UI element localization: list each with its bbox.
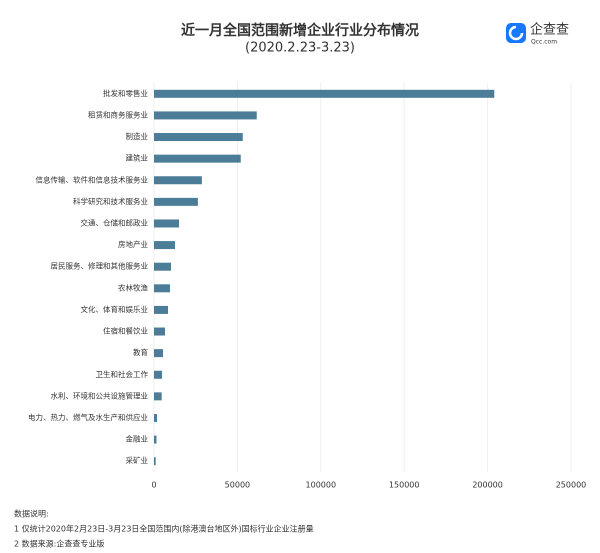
y-tick-label: 交通、仓储和邮政业	[81, 217, 149, 227]
y-tick-label: 教育	[133, 347, 148, 357]
x-tick-label: 200000	[472, 481, 503, 490]
bar	[154, 457, 156, 466]
y-tick-label: 建筑业	[126, 153, 149, 163]
y-tick-label: 房地产业	[118, 239, 148, 249]
y-tick-label: 制造业	[126, 131, 149, 141]
notes-line: 2 数据来源:企查查专业版	[14, 539, 104, 549]
y-tick-label: 农林牧渔	[118, 282, 148, 292]
y-tick-label: 文化、体育和娱乐业	[81, 304, 149, 314]
y-tick-label: 批发和零售业	[103, 88, 148, 98]
bar	[154, 413, 158, 422]
bar	[154, 262, 172, 271]
y-tick-label: 信息传输、软件和信息技术服务业	[36, 174, 149, 184]
logo-icon-ring	[508, 25, 524, 41]
bar	[154, 305, 169, 314]
bar	[154, 154, 241, 163]
bar	[154, 197, 198, 206]
brand-logo: 企查查 Qcc.com	[506, 22, 569, 46]
bar	[154, 392, 162, 401]
bar	[154, 241, 176, 250]
brand-name: 企查查	[530, 22, 569, 38]
x-tick-label: 150000	[389, 481, 420, 490]
notes-heading: 数据说明:	[14, 509, 49, 519]
chart-subtitle: (2020.2.23-3.23)	[245, 41, 355, 56]
chart-title: 近一月全国范围新增企业行业分布情况	[181, 22, 419, 39]
bar	[154, 89, 495, 98]
bar	[154, 284, 171, 293]
y-tick-label: 科学研究和技术服务业	[73, 196, 148, 206]
bar	[154, 176, 202, 185]
x-tick-label: 100000	[306, 481, 337, 490]
brand-url: Qcc.com	[531, 39, 557, 46]
y-tick-label: 水利、环境和公共设施管理业	[51, 390, 149, 400]
x-tick-label: 250000	[556, 481, 587, 490]
bar	[154, 349, 164, 358]
y-tick-label: 卫生和社会工作	[96, 369, 149, 379]
y-tick-label: 居民服务、修理和其他服务业	[51, 261, 149, 271]
notes-line: 1 仅统计2020年2月23日-3月23日全国范围内(除港澳台地区外)国标行业企…	[14, 524, 314, 534]
x-tick-label: 0	[151, 481, 156, 490]
x-tick-label: 50000	[225, 481, 250, 490]
y-tick-label: 电力、热力、燃气及水生产和供应业	[28, 412, 148, 422]
y-tick-label: 住宿和餐饮业	[103, 326, 148, 336]
bar	[154, 435, 157, 444]
y-tick-label: 租赁和商务服务业	[88, 109, 148, 119]
y-tick-label: 金融业	[126, 434, 149, 444]
bar	[154, 327, 166, 336]
bar	[154, 133, 243, 142]
bar	[154, 219, 180, 228]
bar	[154, 111, 257, 120]
y-tick-label: 采矿业	[126, 455, 149, 465]
bar	[154, 370, 163, 379]
